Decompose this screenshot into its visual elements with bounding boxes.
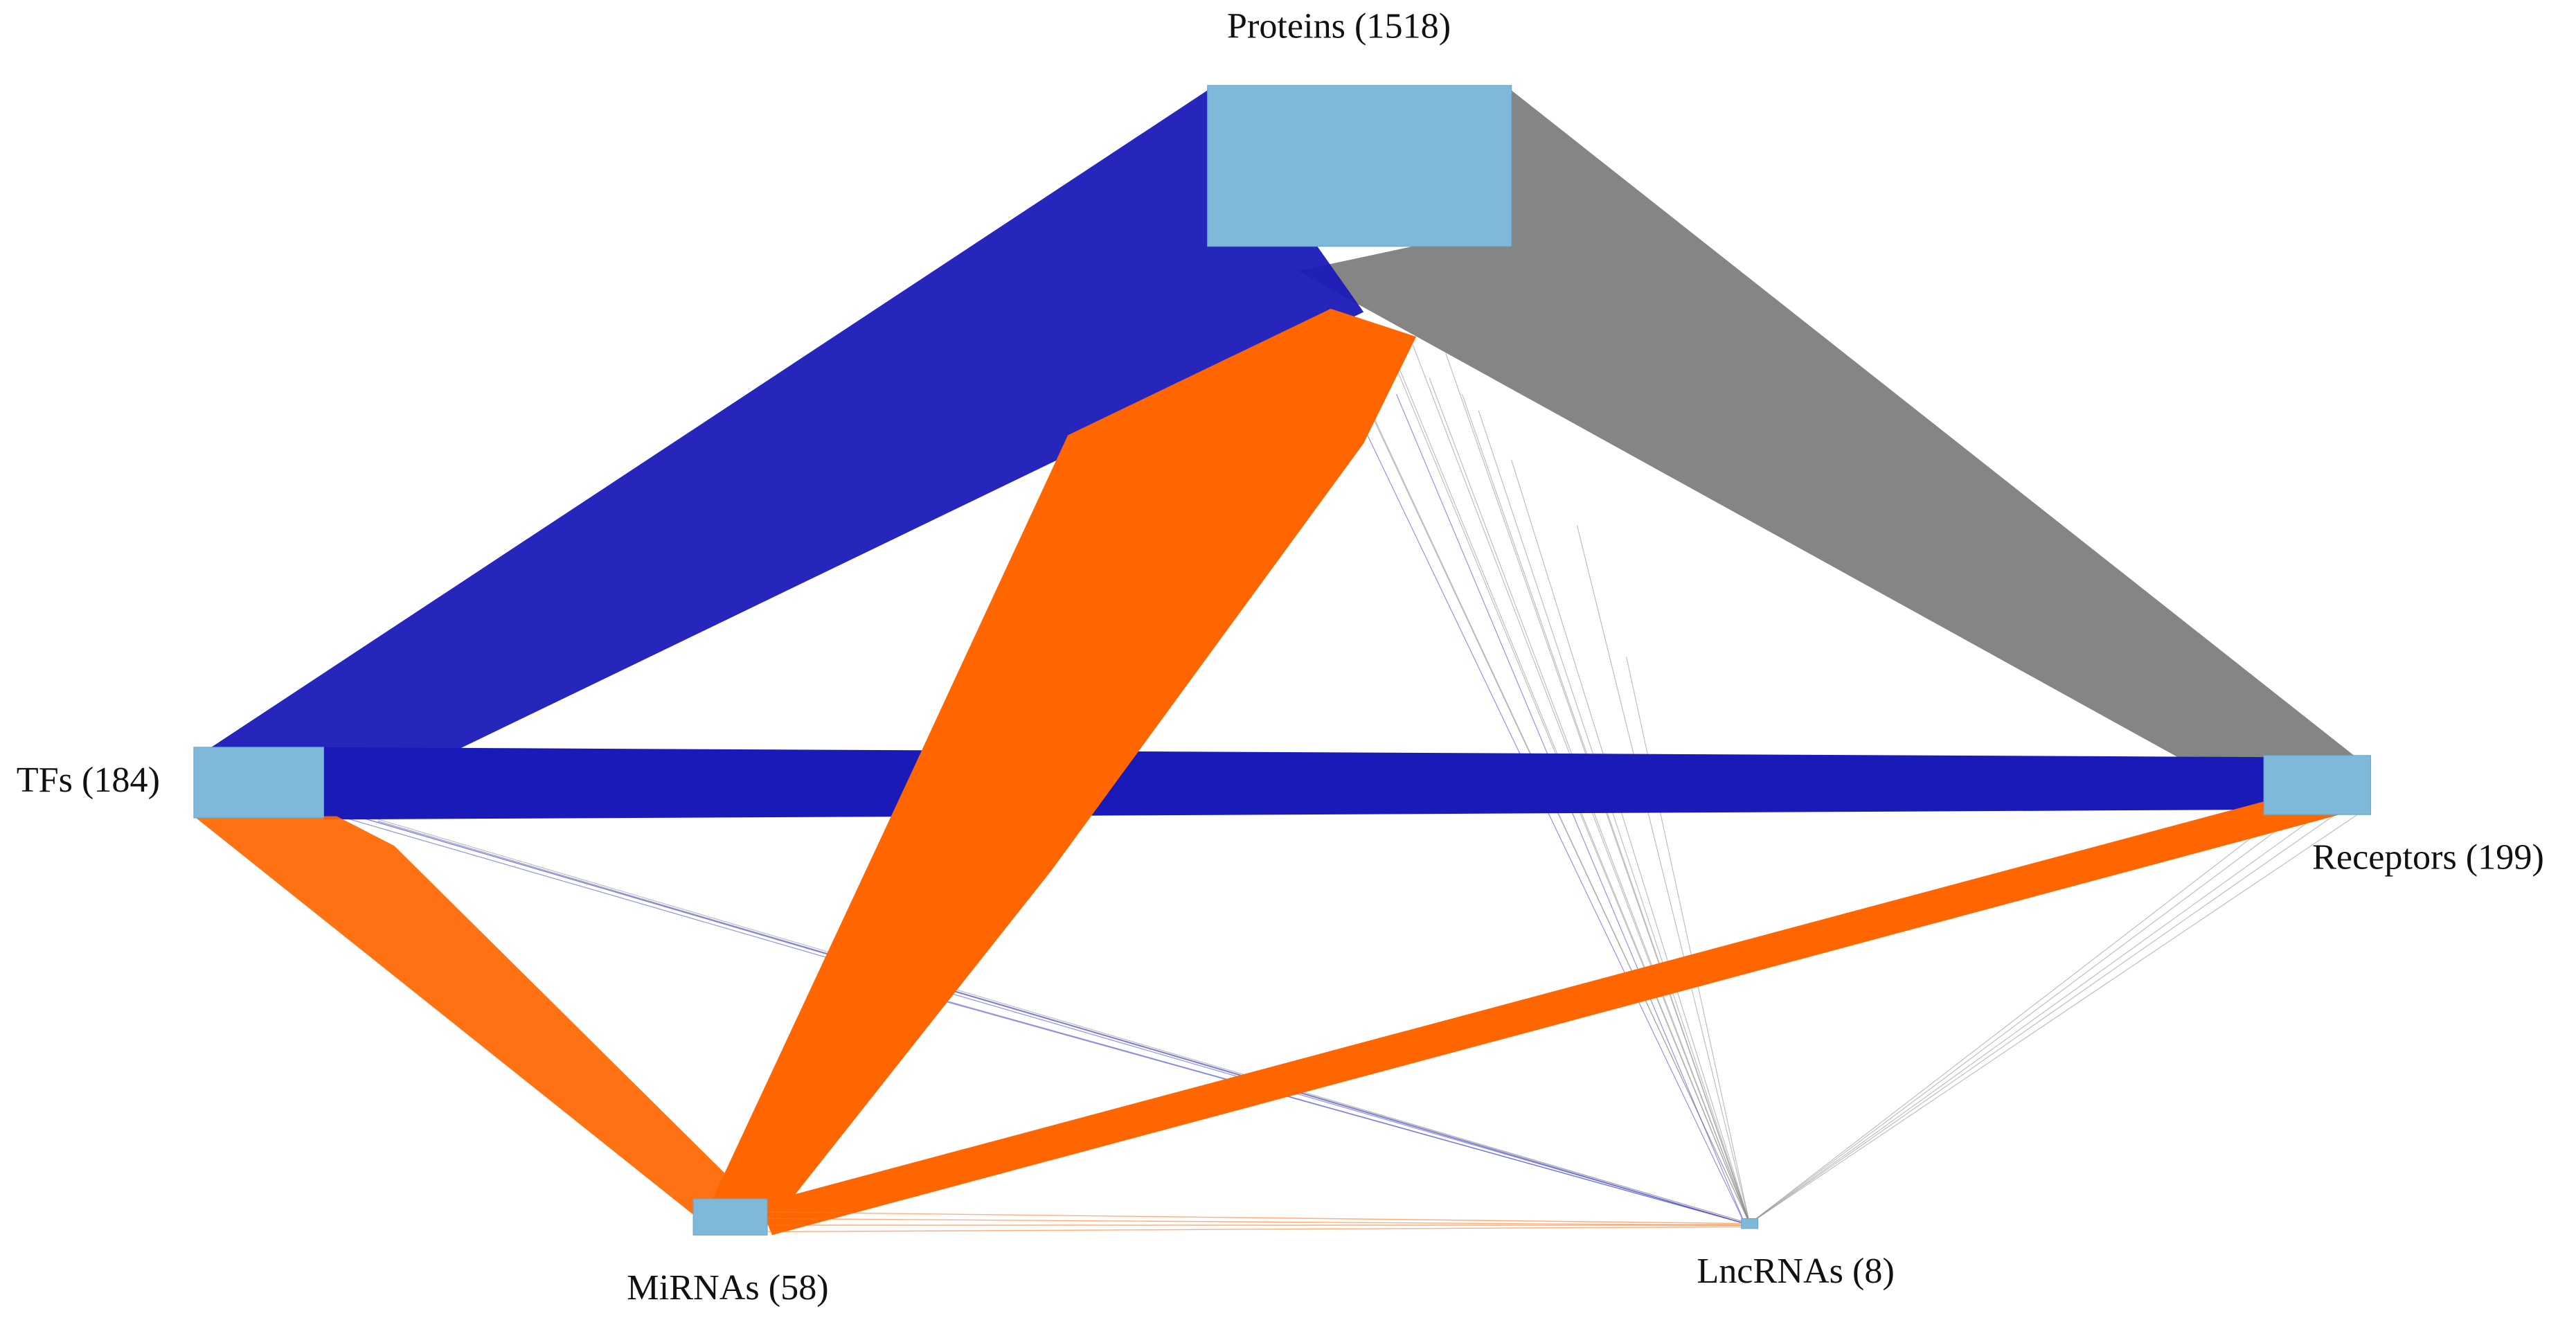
node-label: Receptors (199) <box>2312 838 2544 878</box>
node <box>1207 84 1512 247</box>
edge-bundle <box>759 801 2371 1236</box>
node <box>2263 755 2372 815</box>
node <box>1741 1218 1759 1229</box>
node-label: Proteins (1518) <box>1227 7 1451 46</box>
edge-bundle <box>1298 90 2371 805</box>
node <box>692 1198 768 1236</box>
edge-lines <box>767 1211 1745 1233</box>
edge-lines <box>328 393 1746 1224</box>
node-label: TFs (184) <box>17 760 160 800</box>
edge-bundle <box>323 747 2264 820</box>
node-label: MiRNAs (58) <box>627 1268 828 1308</box>
edge-bundle <box>193 90 1364 808</box>
edge-bundle <box>706 308 1417 1224</box>
node <box>193 747 324 819</box>
edge-bundle <box>193 816 767 1219</box>
node-label: LncRNAs (8) <box>1697 1252 1895 1291</box>
